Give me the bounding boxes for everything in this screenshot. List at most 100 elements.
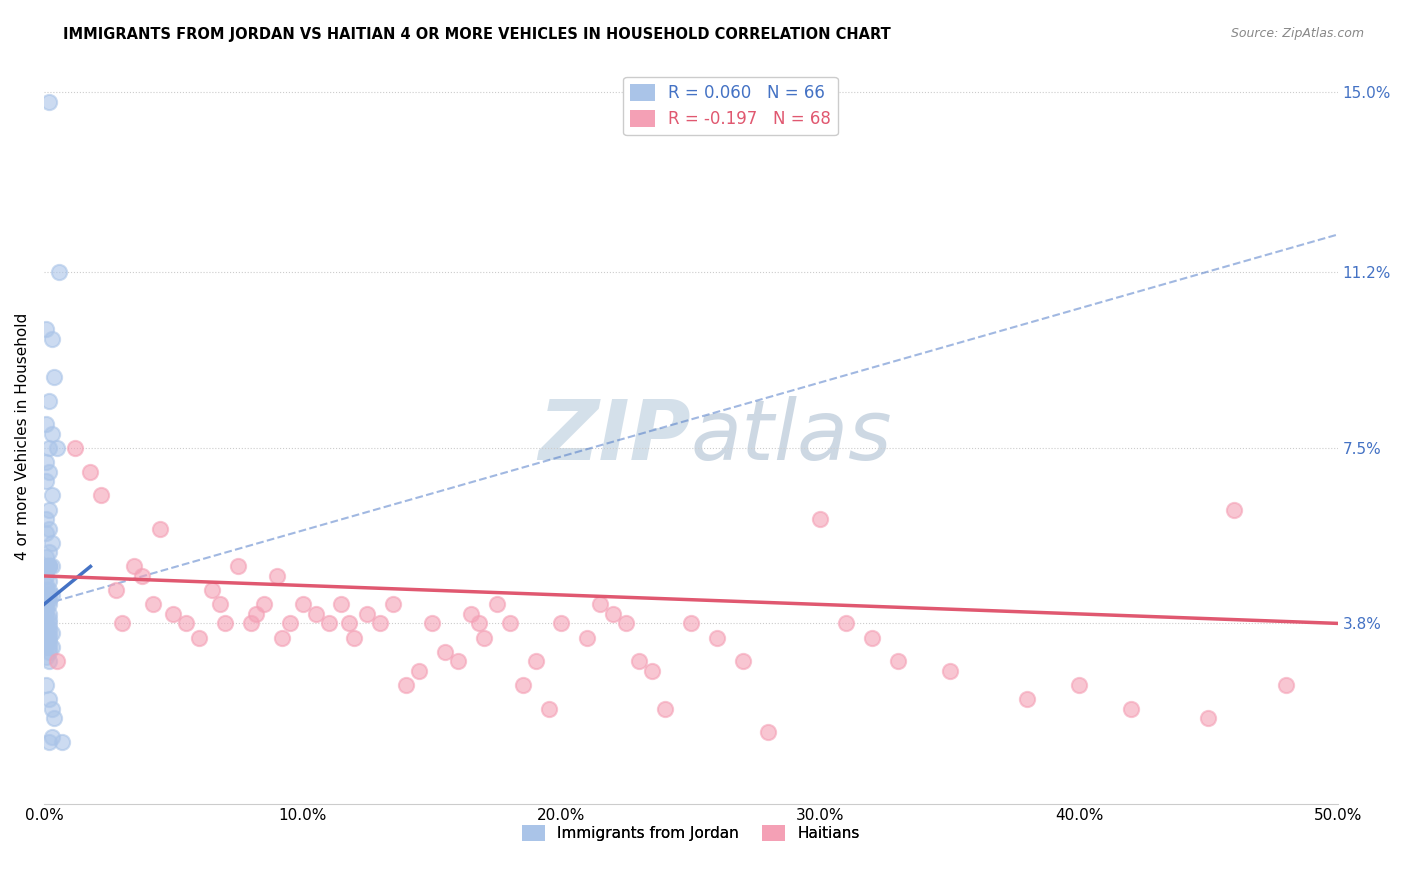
Point — [447, 654, 470, 668]
Point — [38, 583, 60, 598]
Point — [41, 559, 63, 574]
Point — [330, 598, 353, 612]
Point — [589, 598, 612, 612]
Point — [44, 369, 66, 384]
Point — [38, 692, 60, 706]
Y-axis label: 4 or more Vehicles in Household: 4 or more Vehicles in Household — [15, 312, 30, 559]
Point — [537, 702, 560, 716]
Point — [758, 725, 780, 739]
Point — [38, 598, 60, 612]
Point — [253, 598, 276, 612]
Point — [188, 631, 211, 645]
Point — [44, 711, 66, 725]
Point — [124, 559, 146, 574]
Point — [38, 635, 60, 649]
Point — [38, 559, 60, 574]
Point — [641, 664, 664, 678]
Point — [149, 522, 172, 536]
Point — [90, 488, 112, 502]
Point — [41, 332, 63, 346]
Point — [860, 631, 883, 645]
Point — [41, 535, 63, 549]
Point — [208, 598, 231, 612]
Point — [38, 393, 60, 408]
Point — [41, 702, 63, 716]
Point — [35, 569, 58, 583]
Point — [38, 607, 60, 621]
Point — [35, 616, 58, 631]
Point — [245, 607, 267, 621]
Text: IMMIGRANTS FROM JORDAN VS HAITIAN 4 OR MORE VEHICLES IN HOUSEHOLD CORRELATION CH: IMMIGRANTS FROM JORDAN VS HAITIAN 4 OR M… — [63, 27, 891, 42]
Point — [35, 621, 58, 635]
Point — [41, 588, 63, 602]
Point — [110, 616, 132, 631]
Point — [48, 265, 70, 279]
Point — [214, 616, 236, 631]
Point — [35, 559, 58, 574]
Point — [485, 598, 508, 612]
Point — [35, 602, 58, 616]
Point — [226, 559, 249, 574]
Point — [35, 583, 58, 598]
Point — [35, 626, 58, 640]
Point — [467, 616, 489, 631]
Point — [938, 664, 960, 678]
Point — [35, 631, 58, 645]
Point — [356, 607, 378, 621]
Text: atlas: atlas — [690, 395, 893, 476]
Point — [174, 616, 197, 631]
Point — [1067, 678, 1090, 692]
Point — [45, 441, 67, 455]
Point — [63, 441, 86, 455]
Point — [337, 616, 360, 631]
Point — [382, 598, 405, 612]
Point — [35, 635, 58, 649]
Point — [35, 649, 58, 664]
Point — [38, 612, 60, 626]
Point — [142, 598, 165, 612]
Point — [550, 616, 572, 631]
Point — [614, 616, 637, 631]
Point — [41, 640, 63, 654]
Point — [1119, 702, 1142, 716]
Point — [38, 559, 60, 574]
Point — [35, 607, 58, 621]
Point — [408, 664, 430, 678]
Point — [706, 631, 728, 645]
Point — [318, 616, 340, 631]
Point — [38, 735, 60, 749]
Point — [45, 654, 67, 668]
Point — [1275, 678, 1298, 692]
Point — [162, 607, 184, 621]
Point — [35, 592, 58, 607]
Point — [35, 621, 58, 635]
Point — [420, 616, 443, 631]
Point — [576, 631, 599, 645]
Point — [201, 583, 224, 598]
Point — [38, 631, 60, 645]
Point — [41, 488, 63, 502]
Point — [38, 645, 60, 659]
Point — [38, 626, 60, 640]
Point — [35, 526, 58, 541]
Point — [131, 569, 153, 583]
Point — [38, 616, 60, 631]
Point — [654, 702, 676, 716]
Point — [38, 621, 60, 635]
Point — [35, 578, 58, 592]
Point — [38, 545, 60, 559]
Point — [1017, 692, 1039, 706]
Point — [291, 598, 314, 612]
Legend: Immigrants from Jordan, Haitians: Immigrants from Jordan, Haitians — [516, 819, 866, 847]
Point — [35, 678, 58, 692]
Point — [887, 654, 910, 668]
Point — [35, 455, 58, 469]
Point — [524, 654, 547, 668]
Point — [278, 616, 301, 631]
Point — [79, 465, 101, 479]
Point — [105, 583, 128, 598]
Point — [38, 574, 60, 588]
Point — [602, 607, 624, 621]
Point — [35, 474, 58, 488]
Point — [460, 607, 482, 621]
